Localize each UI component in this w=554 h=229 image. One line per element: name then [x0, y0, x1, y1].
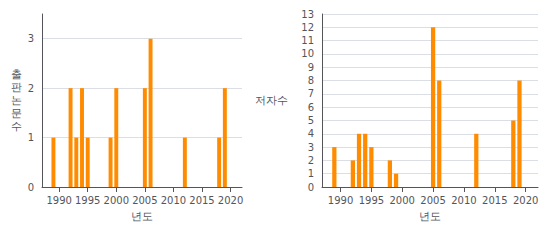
- svg-text:1995: 1995: [75, 195, 100, 206]
- svg-text:11: 11: [301, 35, 314, 46]
- svg-text:8: 8: [308, 75, 314, 86]
- svg-text:1990: 1990: [46, 195, 71, 206]
- svg-text:1: 1: [308, 168, 314, 179]
- svg-text:2000: 2000: [390, 195, 415, 206]
- svg-text:년도: 년도: [131, 210, 153, 223]
- svg-text:저자수: 저자수: [255, 94, 288, 107]
- svg-text:2015: 2015: [189, 195, 214, 206]
- svg-text:0: 0: [308, 182, 314, 193]
- svg-text:2000: 2000: [104, 195, 129, 206]
- svg-text:3: 3: [308, 142, 314, 153]
- svg-text:1990: 1990: [328, 195, 353, 206]
- svg-text:2020: 2020: [513, 195, 538, 206]
- svg-text:0: 0: [28, 182, 34, 193]
- svg-text:2005: 2005: [420, 195, 445, 206]
- svg-text:9: 9: [308, 62, 314, 73]
- svg-text:수: 수: [11, 120, 22, 133]
- svg-text:2: 2: [28, 83, 34, 94]
- svg-text:6: 6: [308, 102, 314, 113]
- svg-text:13: 13: [301, 9, 314, 20]
- svg-text:2: 2: [308, 155, 314, 166]
- svg-text:12: 12: [301, 22, 314, 33]
- svg-text:논: 논: [11, 94, 22, 107]
- svg-text:2015: 2015: [482, 195, 507, 206]
- svg-text:문: 문: [11, 107, 22, 120]
- svg-text:10: 10: [301, 48, 314, 59]
- svg-text:5: 5: [308, 115, 314, 126]
- svg-text:2020: 2020: [218, 195, 243, 206]
- svg-text:3: 3: [28, 33, 34, 44]
- svg-text:7: 7: [308, 88, 314, 99]
- svg-text:출: 출: [11, 68, 22, 81]
- svg-text:2010: 2010: [451, 195, 476, 206]
- svg-text:1995: 1995: [359, 195, 384, 206]
- svg-text:년도: 년도: [419, 210, 441, 223]
- svg-text:판: 판: [11, 81, 22, 94]
- svg-text:4: 4: [308, 128, 314, 139]
- svg-text:1: 1: [28, 132, 34, 143]
- svg-text:2010: 2010: [161, 195, 186, 206]
- svg-text:2005: 2005: [132, 195, 157, 206]
